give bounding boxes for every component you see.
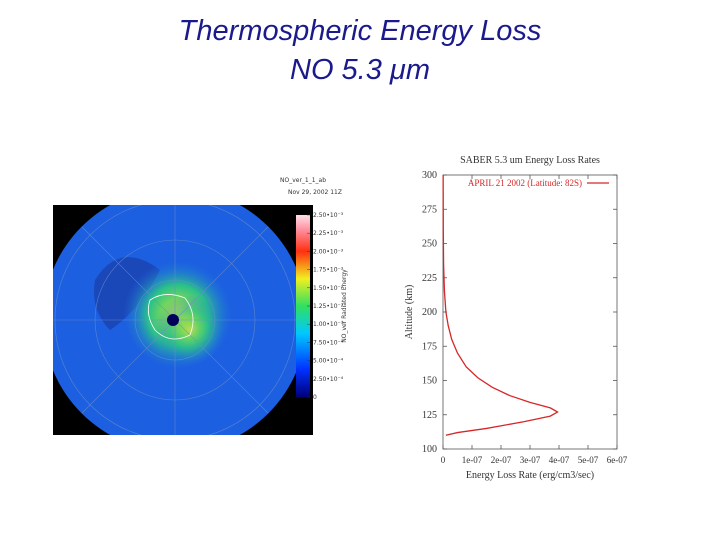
- y-tick-label: 150: [422, 376, 437, 387]
- colorbar-tick-label: 1.75•10⁻³: [313, 267, 344, 274]
- colorbar-tick-label: 1.00•10⁻³: [313, 321, 344, 328]
- x-tick-label: 6e-07: [607, 455, 628, 465]
- y-tick-label: 300: [422, 170, 437, 181]
- y-tick-label: 275: [422, 204, 437, 215]
- colorbar-tick-label: 2.25•10⁻³: [313, 230, 344, 237]
- x-tick-label: 0: [441, 455, 446, 465]
- x-axis-label: Energy Loss Rate (erg/cm3/sec): [466, 470, 594, 481]
- x-tick-label: 4e-07: [549, 455, 570, 465]
- colorbar-tick-label: 5.00•10⁻⁴: [313, 358, 344, 365]
- x-tick-label: 5e-07: [578, 455, 599, 465]
- colorbar-tick-label: 2.00•10⁻³: [313, 248, 344, 255]
- map-subtitle: Nov 29, 2002 11Z: [288, 189, 342, 196]
- y-tick-label: 100: [422, 444, 437, 455]
- slide-title: NO 5.3 μm: [290, 54, 430, 86]
- colorbar-label: NO_ver Radiated Energy: [341, 269, 348, 343]
- colorbar-tick-label: 2.50•10⁻³: [313, 212, 344, 219]
- y-axis-label: Altitude (km): [404, 285, 415, 340]
- legend-label: APRIL 21 2002 (Latitude: 82S): [468, 178, 582, 188]
- y-tick-label: 175: [422, 341, 437, 352]
- colorbar-tick-label: 1.50•10⁻³: [313, 285, 344, 292]
- colorbar-tick-label: 2.50•10⁻⁴: [313, 376, 344, 383]
- data-line: [442, 174, 559, 436]
- y-tick-label: 200: [422, 307, 437, 318]
- slide-title: Thermospheric Energy Loss: [179, 15, 542, 47]
- chart-title: SABER 5.3 um Energy Loss Rates: [460, 155, 600, 166]
- colorbar: [296, 215, 310, 397]
- colorbar-tick-label: 7.50•10⁻⁴: [313, 339, 344, 346]
- map-title: NO_ver_1_1_ab: [280, 177, 326, 184]
- polar-map: [53, 205, 313, 435]
- y-tick-label: 250: [422, 239, 437, 250]
- x-tick-label: 3e-07: [520, 455, 541, 465]
- plot-frame: [442, 174, 618, 450]
- colorbar-tick-label: 0: [313, 394, 317, 401]
- x-tick-label: 2e-07: [491, 455, 512, 465]
- y-tick-label: 225: [422, 273, 437, 284]
- y-tick-label: 125: [422, 410, 437, 421]
- colorbar-tick-label: 1.25•10⁻³: [313, 303, 344, 310]
- x-tick-label: 1e-07: [462, 455, 483, 465]
